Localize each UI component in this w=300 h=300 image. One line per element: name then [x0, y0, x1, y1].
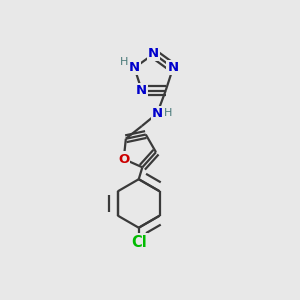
- Text: N: N: [152, 107, 163, 120]
- Text: Cl: Cl: [131, 235, 147, 250]
- Text: H: H: [120, 57, 128, 67]
- Text: N: N: [129, 61, 140, 74]
- Text: H: H: [164, 108, 172, 118]
- Text: O: O: [118, 152, 129, 166]
- Text: N: N: [136, 84, 147, 97]
- Text: N: N: [148, 47, 159, 60]
- Text: N: N: [167, 61, 178, 74]
